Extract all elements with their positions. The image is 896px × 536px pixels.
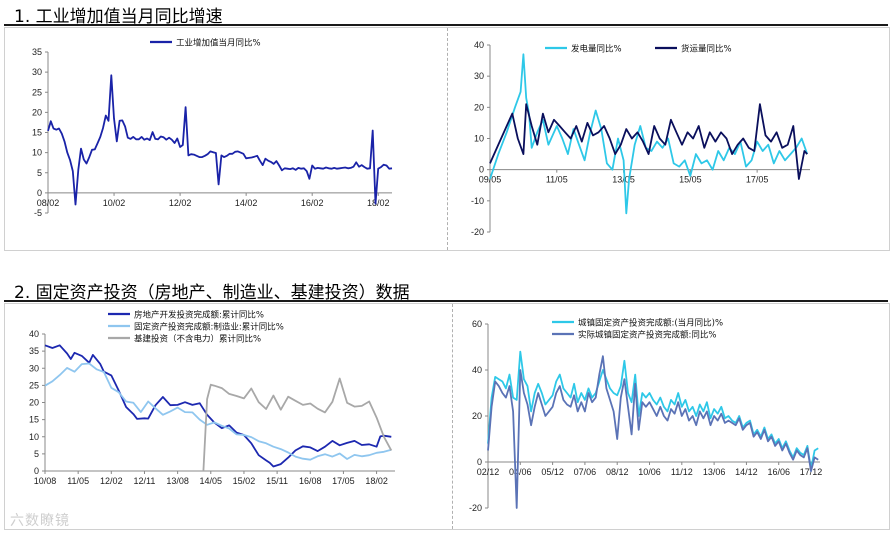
c2-x-tick-label: 13/05 [612,175,635,185]
c3-series-0-line [44,344,392,468]
c3-x-tick-label: 10/08 [34,476,57,486]
c3-y-tick-label: 30 [29,363,39,373]
c1-x-tick-label: 16/02 [301,198,324,208]
c3-y-tick-label: 20 [29,398,39,408]
watermark-logo: 六数瞭镜 [10,513,70,529]
c4-x-tick-label: 05/12 [541,467,564,477]
c4-y-tick-label: 20 [472,411,482,421]
c2-y-tick-label: 10 [474,134,484,144]
c3-x-tick-label: 14/05 [200,476,223,486]
c3-x-tick-label: 12/11 [134,476,156,486]
c4-x-tick-label: 07/06 [574,467,597,477]
c4-y-tick-label: 60 [472,319,482,329]
c4-y-tick-label: 0 [477,457,482,467]
chart2-divider [452,304,453,529]
c3-y-tick-label: 0 [34,466,39,476]
c1-y-tick-label: 25 [32,87,42,97]
c3-y-tick-label: 15 [29,415,39,425]
c2-x-tick-label: 11/05 [546,175,568,185]
c3-x-tick-label: 11/05 [67,476,89,486]
c4-x-tick-label: 11/12 [671,467,693,477]
c3-x-tick-label: 16/08 [299,476,322,486]
c3-x-tick-label: 12/02 [100,476,123,486]
c4-y-tick-label: -20 [469,503,482,513]
c1-y-tick-label: 15 [32,128,42,138]
c3-legend-label-2: 基建投资（不含电力）累计同比% [134,334,261,345]
c2-series-0-line [489,53,809,215]
c3-y-tick-label: 40 [29,329,39,339]
c4-x-tick-label: 13/06 [703,467,726,477]
c3-x-tick-label: 13/08 [166,476,189,486]
c1-x-tick-label: 12/02 [169,198,192,208]
c3-series-1-line [44,362,392,461]
c3-legend-label-0: 房地产开发投资完成额:累计同比% [134,310,264,321]
c2-series-1-line [489,103,808,180]
c2-x-tick-label: 15/05 [679,175,702,185]
c4-legend-label-0: 城镇固定资产投资完成额:(当月同比)% [578,318,723,329]
c3-y-tick-label: 25 [29,380,39,390]
c2-y-tick-label: 40 [474,40,484,50]
c4-x-tick-label: 16/06 [767,467,790,477]
c3-x-tick-label: 17/05 [332,476,355,486]
section1-rule [4,24,888,26]
c2-y-tick-label: 30 [474,71,484,81]
c3-x-tick-label: 15/02 [233,476,256,486]
c2-legend-label-1: 货运量同比% [681,44,732,55]
c3-y-tick-label: 35 [29,346,39,356]
c1-y-tick-label: 30 [32,67,42,77]
chart1-divider [447,28,448,250]
c1-y-tick-label: -5 [34,208,42,218]
c3-series-2-line [202,377,393,472]
c4-series-1-line [487,355,819,509]
c2-y-tick-label: 0 [479,165,484,175]
c4-x-tick-label: 02/12 [477,467,500,477]
c4-x-tick-label: 08/12 [606,467,629,477]
c2-legend-label-0: 发电量同比% [571,44,622,55]
c2-y-tick-label: -10 [471,196,484,206]
c1-x-tick-label: 10/02 [103,198,126,208]
c2-x-tick-label: 09/05 [479,175,502,185]
c2-y-tick-label: -20 [471,227,484,237]
c3-x-tick-label: 18/02 [365,476,388,486]
c4-x-tick-label: 10/06 [638,467,661,477]
section1-title: 1. 工业增加值当月同比增速 [14,7,223,27]
c4-x-tick-label: 14/12 [735,467,758,477]
c1-y-tick-label: 10 [32,148,42,158]
c2-y-tick-label: 20 [474,102,484,112]
c4-legend-label-1: 实际城镇固定资产投资完成额:同比% [578,330,716,341]
c1-legend-label-0: 工业增加值当月同比% [176,38,261,49]
c3-legend-label-1: 固定资产投资完成额:制造业:累计同比% [134,322,284,333]
c1-series-0-line [47,74,393,206]
c1-x-tick-label: 08/02 [37,198,60,208]
section2-title: 2. 固定资产投资（房地产、制造业、基建投资）数据 [14,283,410,303]
c1-y-tick-label: 35 [32,47,42,57]
c1-y-tick-label: 20 [32,107,42,117]
c4-y-tick-label: 40 [472,365,482,375]
c3-y-tick-label: 10 [29,432,39,442]
c1-y-tick-label: 5 [37,168,42,178]
c3-y-tick-label: 5 [34,449,39,459]
c1-y-tick-label: 0 [37,188,42,198]
c4-x-tick-label: 04/06 [509,467,532,477]
c1-x-tick-label: 18/02 [367,198,390,208]
c2-x-tick-label: 17/05 [746,175,769,185]
c1-x-tick-label: 14/02 [235,198,258,208]
section2-rule [4,300,888,302]
c3-x-tick-label: 15/11 [266,476,288,486]
chart2-panel [4,303,890,530]
